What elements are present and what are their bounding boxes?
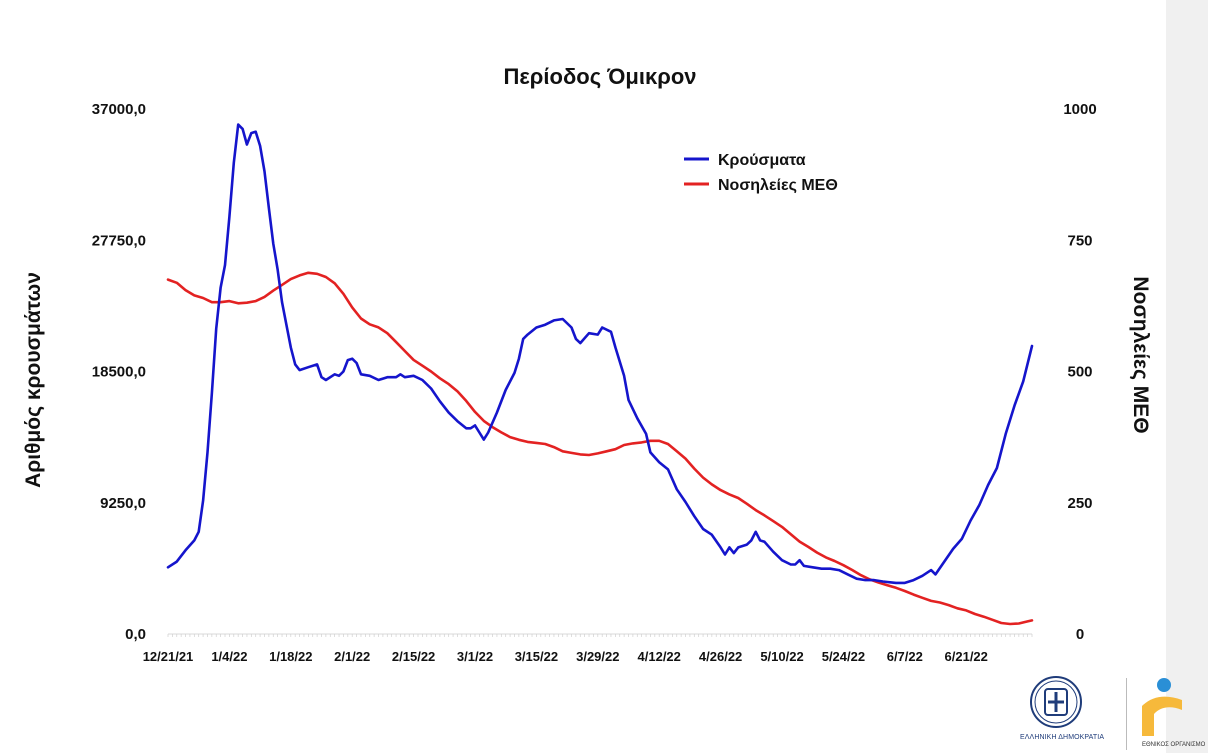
x-tick-label: 12/21/21 — [143, 649, 194, 664]
y-axis-label: Αριθμός κρουσμάτων — [22, 272, 45, 488]
greek-emblem-logo — [1030, 676, 1082, 728]
chart: Περίοδος Όμικρον 0,0 9250,0 18500,0 27750,0… — [22, 64, 1152, 664]
x-minor-ticks — [167, 634, 1033, 637]
eody-logo — [1142, 678, 1182, 736]
y-tick-label: 9250,0 — [100, 495, 146, 512]
x-tick-label: 2/15/22 — [392, 649, 435, 664]
x-tick-label: 1/18/22 — [269, 649, 312, 664]
x-tick-label: 6/7/22 — [887, 649, 923, 664]
x-tick-label: 4/26/22 — [699, 649, 742, 664]
chart-title: Περίοδος Όμικρον — [503, 64, 696, 89]
y-axis-left: 0,0 9250,0 18500,0 27750,0 37000,0 — [92, 101, 146, 643]
logo-divider — [1126, 678, 1127, 750]
x-tick-label: 2/1/22 — [334, 649, 370, 664]
x-tick-label: 5/24/22 — [822, 649, 865, 664]
x-axis: 12/21/21 1/4/22 1/18/22 2/1/22 2/15/22 3/1/22… — [143, 633, 1033, 664]
y-tick-label: 37000,0 — [92, 101, 146, 118]
y2-tick-label: 0 — [1076, 626, 1084, 643]
series-line-icu — [166, 271, 1034, 626]
y2-tick-label: 250 — [1067, 495, 1092, 512]
y-axis-right: 0 250 500 750 1000 — [1063, 101, 1096, 643]
y-tick-label: 27750,0 — [92, 232, 146, 249]
emblem-caption: ΕΛΛΗΝΙΚΗ ΔΗΜΟΚΡΑΤΙΑ — [1020, 734, 1105, 741]
org-caption: ΕΘΝΙΚΟΣ ΟΡΓΑΝΙΣΜΟ — [1142, 742, 1206, 748]
x-tick-label: 3/15/22 — [515, 649, 558, 664]
x-tick-label: 5/10/22 — [760, 649, 803, 664]
x-tick-label: 3/29/22 — [576, 649, 619, 664]
y2-axis-label: Νοσηλείες ΜΕΘ — [1129, 276, 1152, 433]
y2-tick-label: 750 — [1067, 232, 1092, 249]
x-tick-label: 1/4/22 — [211, 649, 247, 664]
x-tick-label: 4/12/22 — [638, 649, 681, 664]
y-tick-label: 18500,0 — [92, 364, 146, 381]
x-tick-label: 6/21/22 — [945, 649, 988, 664]
x-tick-label: 3/1/22 — [457, 649, 493, 664]
logos: ΕΛΛΗΝΙΚΗ ΔΗΜΟΚΡΑΤΙΑ ΕΘΝΙΚΟΣ ΟΡΓΑΝΙΣΜΟ — [1020, 672, 1205, 753]
side-panel — [1166, 0, 1208, 753]
series-line-cases — [166, 123, 1034, 585]
y-tick-label: 0,0 — [125, 626, 146, 643]
series-layer — [166, 123, 1034, 626]
legend: Κρούσματα Νοσηλείες ΜΕΘ — [684, 152, 838, 194]
y2-tick-label: 1000 — [1063, 101, 1096, 118]
legend-label: Νοσηλείες ΜΕΘ — [718, 177, 838, 194]
y2-tick-label: 500 — [1067, 364, 1092, 381]
legend-label: Κρούσματα — [718, 152, 806, 169]
